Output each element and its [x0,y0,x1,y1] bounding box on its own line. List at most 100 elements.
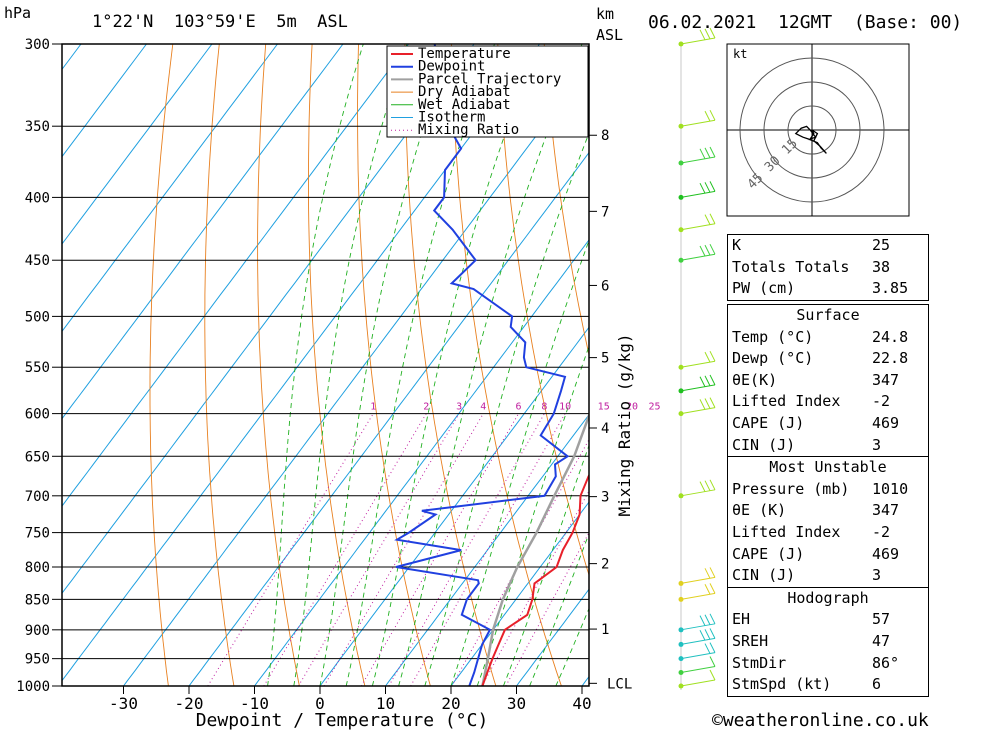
wind-barb-flag [704,398,711,409]
mixing-ratio-line [263,413,427,686]
mixing-ratio-label: 3 [456,402,462,413]
km-label: km [596,5,615,23]
surface-row: CIN (J) 3 [732,435,882,454]
km-tick-label: 4 [601,421,609,437]
isotherm-line [254,239,589,686]
wind-barb-flag [709,27,716,39]
asl-label: ASL [596,26,624,44]
legend-entry: Wet Adiabat [418,97,511,113]
wind-barb-flag [704,568,711,579]
wind-barb-flag [699,615,706,626]
wind-barb-flag [709,669,716,681]
wind-barb-flag [709,181,716,192]
wind-barb-flag [704,110,711,122]
location-title: 1°22'N 103°59'E 5m ASL [92,12,348,32]
wind-barb-shaft [680,156,716,164]
dry-adiabat-line [204,44,235,686]
wind-barb-flag [709,146,716,158]
wind-barb-flag [704,182,711,193]
wind-barb-flag [709,642,716,653]
surface-row: θE(K) 347 [732,370,900,389]
wind-barb-flag [704,480,711,491]
wet-adiabat-line [555,607,589,686]
wind-barb-shaft [680,489,716,497]
footer-credit: ©weatheronline.co.uk [712,710,929,731]
legend-entry: Parcel Trajectory [418,71,561,87]
surface-title: Surface [796,306,860,324]
hodograph-stats-row: SREH 47 [732,631,891,650]
km-tick-label: 8 [601,128,609,144]
pressure-tick-label: 450 [25,253,50,269]
dry-adiabat-line [149,44,174,686]
mixing-ratio-line [481,489,589,686]
wind-barb-flag [709,567,716,578]
lcl-label: LCL [607,676,632,692]
mixing-ratio-line [388,413,545,686]
wet-adiabat-line [293,44,408,686]
wind-barb-flag [704,375,711,387]
mixing-ratio-axis-label: Mixing Ratio (g/kg) [615,333,634,516]
pressure-tick-label: 550 [25,360,50,376]
wind-barb-flag [699,245,706,257]
x-tick-label: -10 [240,694,269,713]
wind-barb-shaft [680,623,716,631]
mixing-ratio-label: 2 [423,402,429,413]
wind-barb-flag [709,479,716,491]
temperature-line [481,473,589,686]
wind-barb-flag [709,374,716,386]
wind-barb-shaft [680,407,716,415]
wind-barb-flag [709,656,716,667]
most-unstable-row: Pressure (mb) 1010 [732,479,909,498]
wind-barb-flag [704,28,711,40]
pressure-tick-label: 850 [25,592,50,608]
parcel-trajectory-line [481,412,589,686]
wind-barb-flag [709,628,716,639]
hodograph-ring [763,81,861,179]
wind-barb-flag [709,243,716,255]
pressure-tick-label: 950 [25,652,50,668]
mixing-ratio-label: 10 [559,402,571,413]
isotherm-line [62,44,278,333]
wind-barb-flag [709,350,716,362]
wind-barb-shaft [680,360,716,368]
wind-barb-flag [709,109,716,121]
wind-barb-shaft [680,592,716,600]
km-tick-label: 5 [601,351,609,367]
km-tick-label: 2 [601,557,609,573]
wind-barb-flag [709,397,716,408]
surface-row: Lifted Index -2 [732,392,891,411]
most-unstable-title: Most Unstable [728,456,928,479]
wind-barb-flag [704,584,711,595]
km-tick-label: 6 [601,278,609,294]
pressure-tick-label: 350 [25,119,50,135]
hodograph-stats-row: StmDir 86° [732,653,900,672]
x-tick-label: -20 [175,694,204,713]
wind-barb-shaft [680,666,716,673]
wind-barb-shaft [680,37,716,45]
mixing-ratio-label: 8 [541,402,547,413]
isotherm-line [62,44,147,158]
wind-barb-flag [704,147,711,159]
isotherm-line [450,501,589,686]
index-row: PW (cm) 3.85 [732,279,909,298]
wind-barb-flag [699,29,706,41]
hodograph-stats-row: EH 57 [732,610,891,629]
plot-frame [61,43,590,687]
x-tick-label: -30 [109,694,138,713]
x-axis-label: Dewpoint / Temperature (°C) [196,710,489,731]
wind-barb-flag [699,399,706,410]
pressure-tick-label: 800 [25,560,50,576]
pressure-tick-label: 600 [25,407,50,423]
legend-entry: Isotherm [418,110,485,126]
wind-barb-flag [699,630,706,641]
wind-barb-shaft [680,253,716,261]
wind-barb-flag [709,213,716,224]
most-unstable-row: Lifted Index -2 [732,522,891,541]
wind-barb-shaft [680,576,716,584]
wind-barb-flag [704,351,711,363]
hodograph-trace [794,125,827,154]
dewpoint-line [394,44,570,686]
